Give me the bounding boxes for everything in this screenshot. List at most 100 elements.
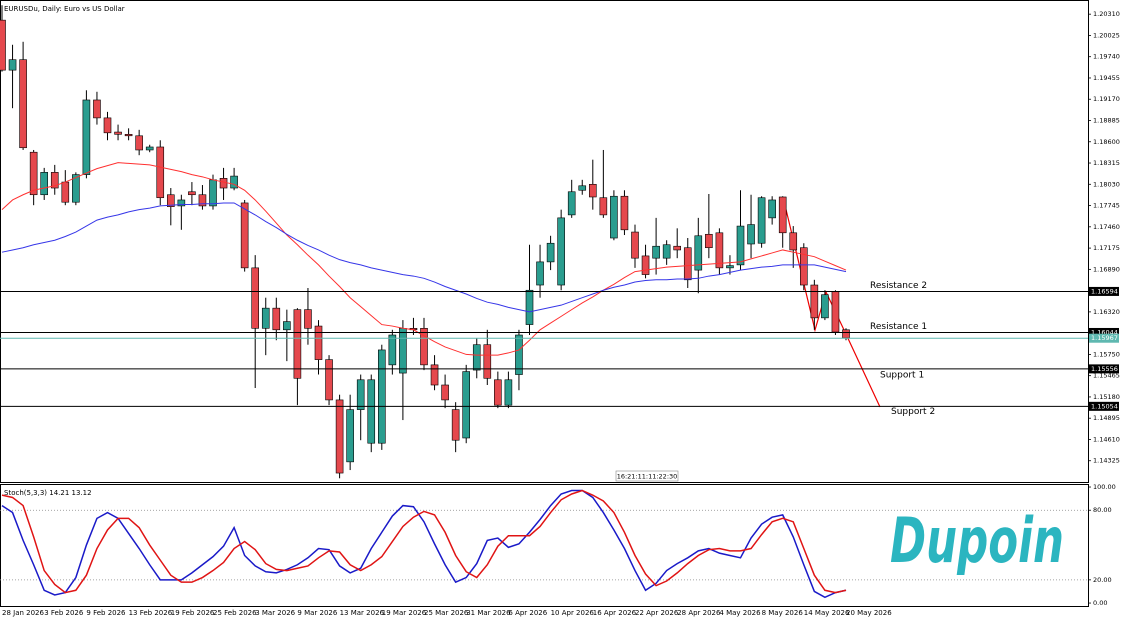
- y-tick-label: 0.00: [1093, 599, 1107, 607]
- level-price-box: [1089, 401, 1119, 411]
- candle-body: [494, 379, 502, 406]
- level-price-box: [1089, 364, 1119, 374]
- candle-body: [673, 245, 682, 251]
- candle-body: [599, 197, 608, 216]
- candle-body: [662, 244, 671, 259]
- level-price: 1.16044: [1091, 328, 1118, 336]
- level-label: Support 2: [891, 407, 935, 417]
- candle-body: [715, 232, 724, 269]
- current-price: 1.15967: [1091, 334, 1118, 342]
- y-tick-label: 1.14610: [1093, 435, 1120, 443]
- candle-body: [546, 242, 555, 263]
- x-tick-label: 4 May 2026: [719, 609, 761, 617]
- x-tick-label: 10 Apr 2026: [551, 609, 595, 617]
- candle-body: [451, 409, 460, 441]
- candle-body: [145, 146, 154, 151]
- x-tick-label: 19 Mar 2026: [382, 609, 427, 617]
- candle-body: [29, 151, 38, 196]
- candle-body: [842, 329, 850, 339]
- candle-body: [156, 146, 165, 199]
- y-tick-label: 1.18030: [1093, 180, 1120, 188]
- candle-body: [124, 134, 133, 137]
- x-tick-label: 6 Apr 2026: [508, 609, 547, 617]
- candle-body: [736, 225, 745, 266]
- candle-body: [0, 19, 6, 71]
- x-tick-label: 3 Feb 2026: [44, 609, 84, 617]
- y-tick-label: 1.16320: [1093, 308, 1120, 316]
- candle-body: [8, 59, 17, 71]
- candle-body: [567, 191, 576, 216]
- candle-body: [261, 307, 270, 329]
- candle-body: [789, 232, 798, 251]
- candle-body: [114, 131, 122, 135]
- y-tick-label: 1.19455: [1093, 74, 1120, 82]
- candle-body: [314, 325, 323, 360]
- candle-body: [778, 196, 787, 234]
- candle-body: [240, 202, 249, 269]
- y-tick-label: 1.18315: [1093, 159, 1120, 167]
- y-tick-label: 1.19740: [1093, 53, 1120, 61]
- y-tick-label: 80.00: [1093, 506, 1112, 514]
- x-tick-label: 16 Apr 2026: [593, 609, 637, 617]
- x-tick-label: 20 May 2026: [846, 609, 892, 617]
- stoch-line: [1, 489, 847, 599]
- pane-title: EURUSDu, Daily: Euro vs US Dollar: [4, 5, 125, 13]
- candle-body: [726, 265, 734, 269]
- candle-body: [251, 267, 259, 329]
- y-tick-label: 100.00: [1093, 483, 1116, 491]
- candle-body: [536, 261, 544, 286]
- candle-body: [683, 247, 692, 281]
- y-tick-label: 1.20025: [1093, 31, 1120, 39]
- x-tick-label: 9 Mar 2026: [297, 609, 337, 617]
- x-tick-label: 3 Mar 2026: [255, 609, 295, 617]
- candle-body: [420, 327, 428, 366]
- candle-body: [377, 349, 386, 444]
- candle-body: [610, 195, 618, 239]
- candle-body: [757, 197, 766, 244]
- candle-body: [283, 321, 291, 331]
- level-label: Resistance 1: [870, 322, 927, 332]
- x-tick-label: 28 Apr 2026: [677, 609, 721, 617]
- candle-body: [219, 178, 228, 189]
- y-tick-label: 1.14895: [1093, 414, 1120, 422]
- candle-body: [82, 99, 91, 175]
- y-tick-label: 1.16890: [1093, 265, 1120, 273]
- x-tick-label: 28 Jan 2026: [2, 609, 45, 617]
- x-tick-label: 13 Feb 2026: [129, 609, 173, 617]
- candle-body: [483, 344, 492, 379]
- candle-body: [177, 199, 186, 207]
- y-tick-label: 1.20310: [1093, 10, 1120, 18]
- candle-body: [631, 231, 639, 259]
- candle-body: [504, 379, 513, 406]
- candle-body: [40, 172, 49, 196]
- candle-body: [103, 117, 112, 134]
- candle-body: [557, 217, 565, 286]
- x-tick-label: 25 Feb 2026: [213, 609, 257, 617]
- pane-title: Stoch(5,3,3) 14.21 13.12: [4, 489, 92, 497]
- candle-body: [209, 179, 217, 207]
- candle-body: [747, 224, 755, 245]
- stoch-line: [1, 489, 847, 594]
- y-tick-label: 1.15180: [1093, 393, 1120, 401]
- candle-body: [705, 233, 713, 249]
- candle-body: [198, 194, 207, 207]
- x-tick-label: 9 Feb 2026: [86, 609, 126, 617]
- level-price-box: [1089, 286, 1119, 296]
- y-tick-label: 1.17460: [1093, 223, 1120, 231]
- candle-body: [293, 309, 302, 379]
- candle-body: [388, 334, 397, 366]
- candle-body: [799, 247, 808, 286]
- watermark: Dupoin: [890, 504, 1064, 577]
- level-price: 1.15054: [1091, 402, 1118, 410]
- current-price-box: [1089, 333, 1119, 343]
- candle-body: [831, 291, 840, 333]
- candle-body: [19, 59, 27, 149]
- candle-body: [346, 409, 354, 463]
- candle-body: [356, 379, 365, 410]
- candle-body: [367, 379, 376, 444]
- candle-body: [188, 191, 196, 196]
- candle-body: [93, 99, 101, 119]
- price-pane: [0, 0, 1089, 483]
